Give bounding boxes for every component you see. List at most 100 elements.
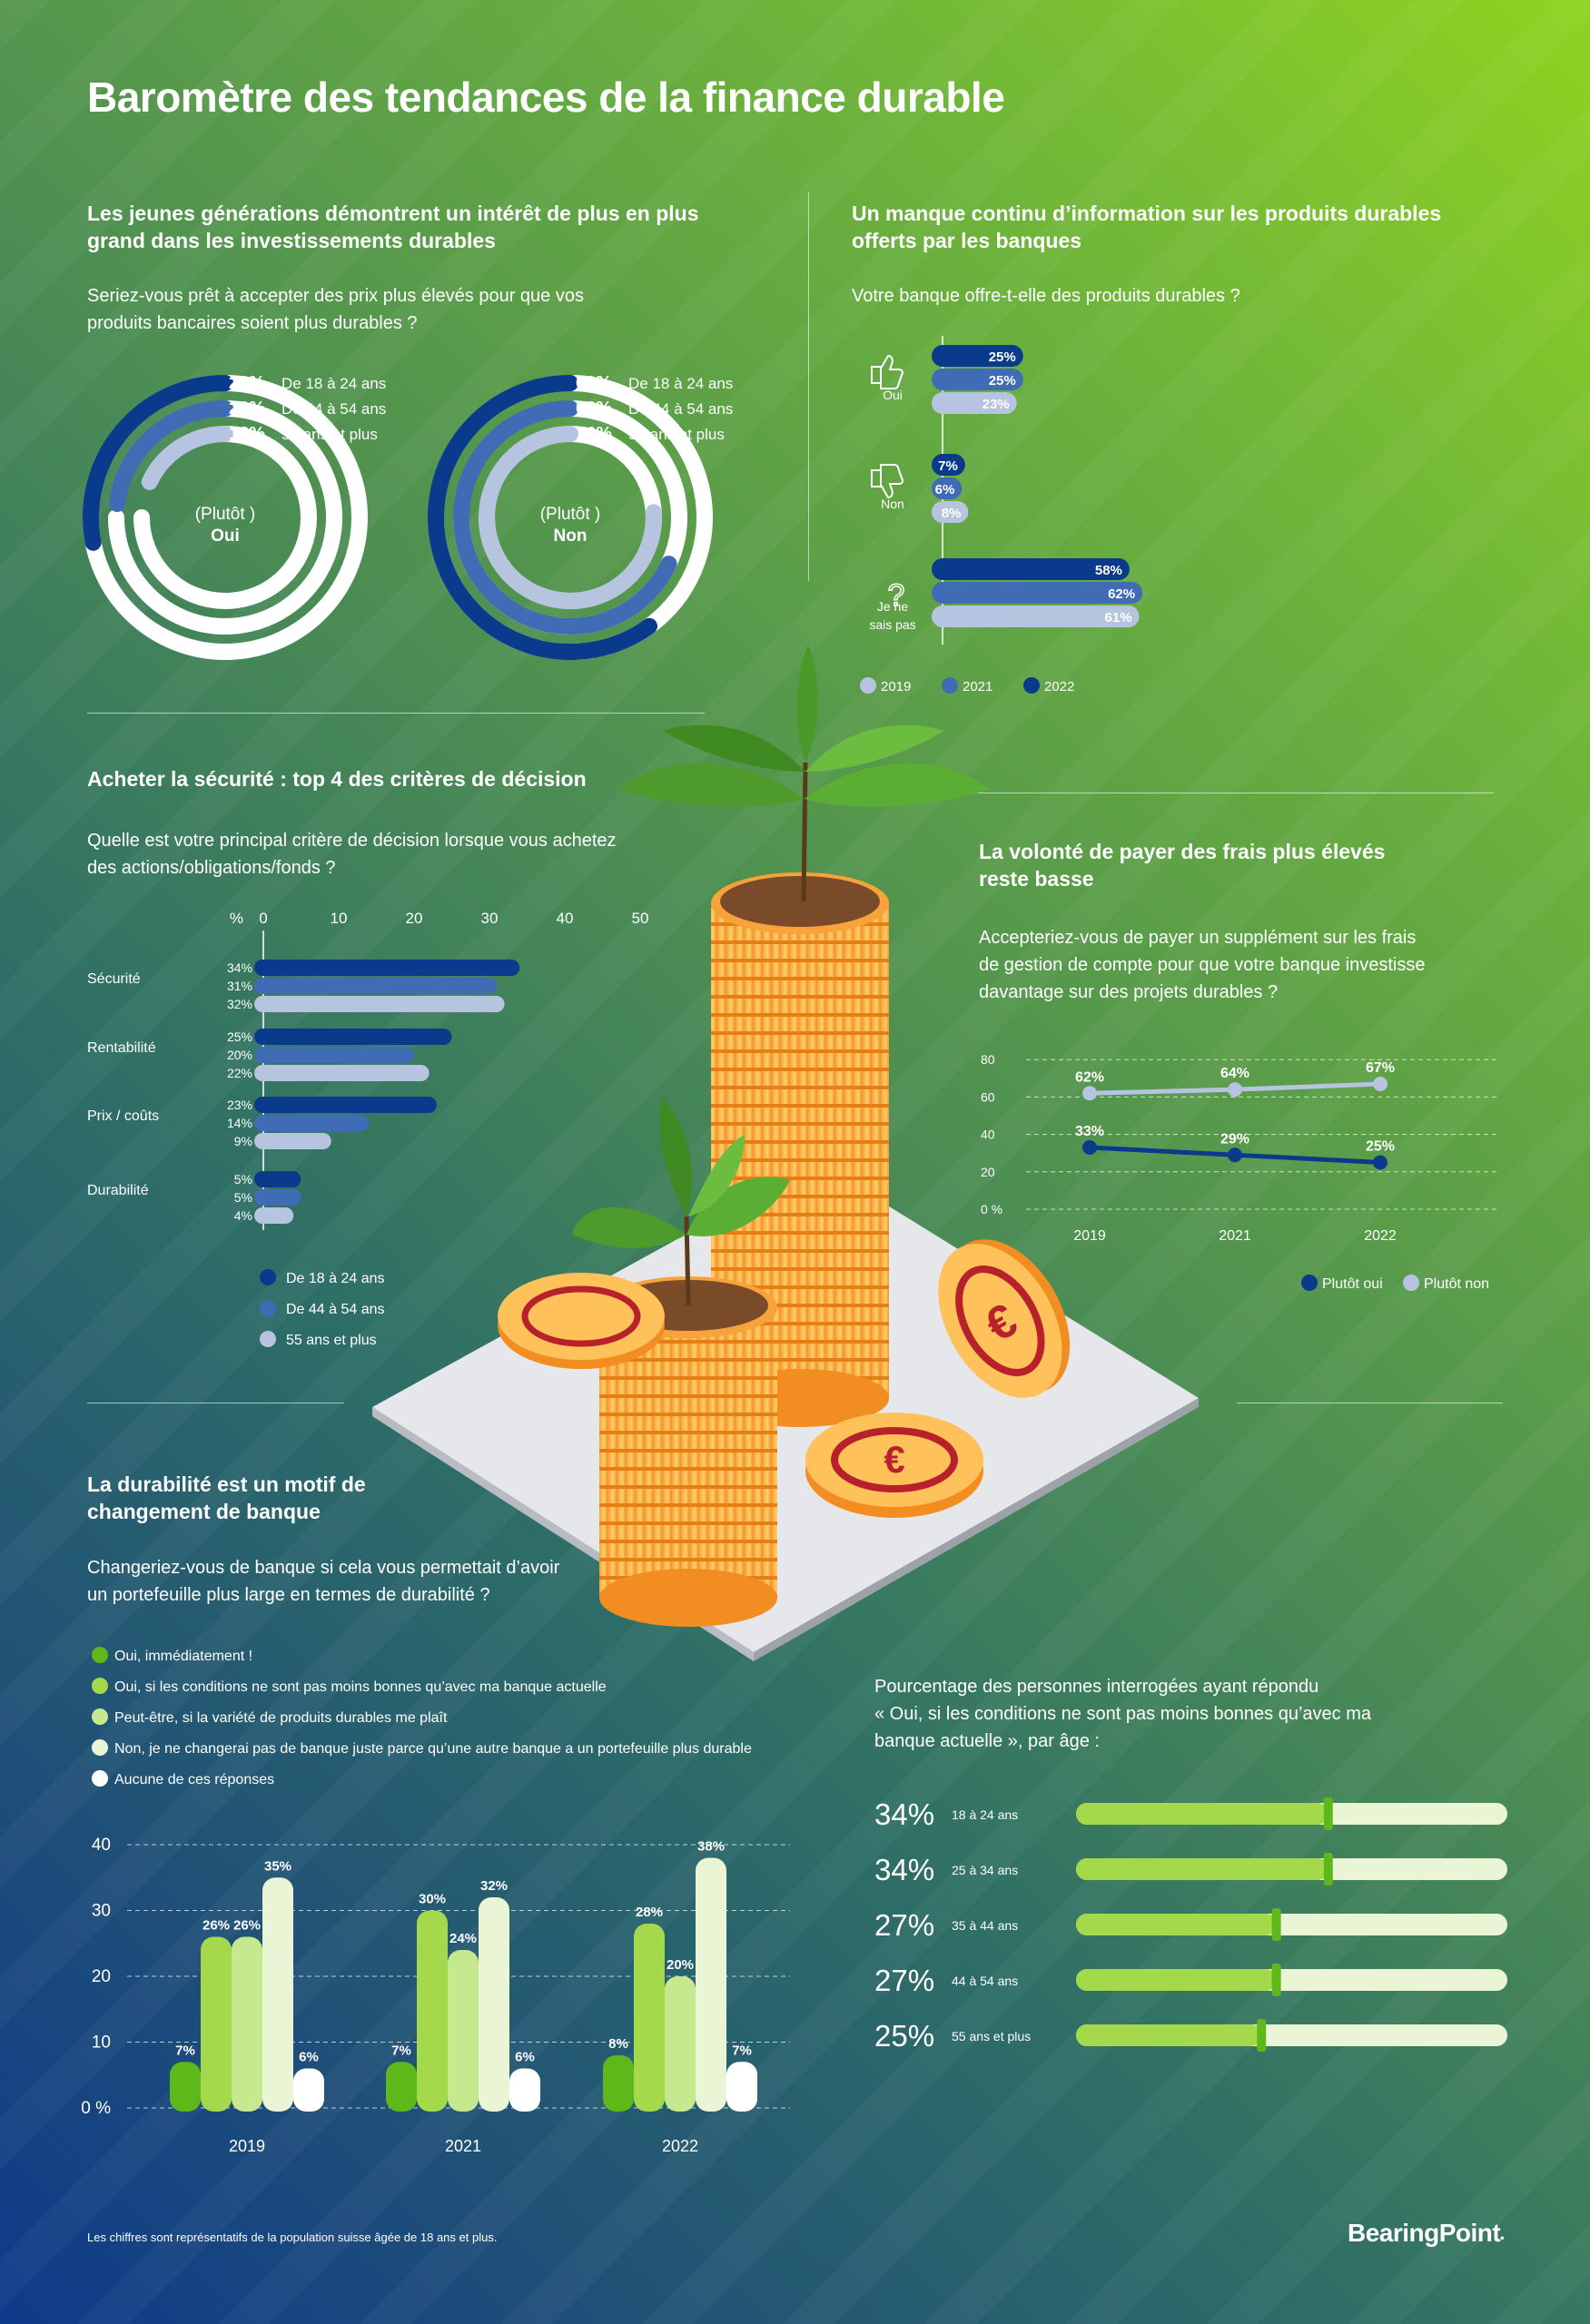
footer-note: Les chiffres sont représentatifs de la p… [87,2230,498,2244]
radial-value-label: 76% [576,424,612,444]
radial-value-label: 68% [576,399,612,419]
slider-fill [1076,1914,1277,1935]
x-tick-label: 2019 [1073,1228,1106,1244]
data-point [1082,1140,1097,1156]
bar-value-label: 7% [938,458,958,474]
bar [932,501,969,523]
bar [254,1189,301,1206]
leaf [686,1177,790,1236]
legend-label: De 44 à 54 ans [286,1302,385,1317]
age-slider-chart: 34% 18 à 24 ans 34% 25 à 34 ans 27% 35 à 44 a… [874,1797,1507,2053]
x-tick-label: 2019 [229,2137,265,2155]
bar [932,369,1023,390]
section6-heading-line1: Pourcentage des personnes interrogées ay… [874,1677,1319,1697]
radial-center-label: Oui [211,527,240,546]
section1-heading-line2: grand dans les investissements durables [87,229,496,252]
radial-chart-non: 60% De 18 à 24 ans 68% De 44 à 54 ans 76% 55 … [428,373,733,660]
coin-bottom: € [805,1413,983,1518]
legend-marker [860,677,876,694]
data-label: 64% [1220,1066,1249,1081]
coin-standing: € [938,1239,1071,1398]
category-label: Prix / coûts [87,1108,159,1124]
section3-question-line2: des actions/obligations/fonds ? [87,858,336,878]
bar [479,1897,509,2112]
section2-heading-line1: Un manque continu d’information sur les … [852,202,1442,225]
legend-marker [92,1739,108,1756]
x-tick-label: 40 [557,910,574,927]
y-tick-label: 80 [981,1052,995,1067]
data-point [1373,1155,1388,1170]
radial-value-label: 60% [576,373,612,393]
data-label: 62% [1075,1069,1104,1085]
section1-question: Seriez-vous prêt à accepter des prix plu… [87,282,584,337]
bar [254,1097,437,1113]
bar [448,1950,479,2112]
legend-label: Non, je ne changerai pas de banque juste… [114,1741,752,1757]
radial-value-label: 28% [229,373,265,393]
bar-value-label: 25% [989,350,1016,365]
x-tick-label: 10 [331,910,348,927]
bar-value-label: 24% [449,1931,477,1946]
section4-heading: La volonté de payer des frais plus élevé… [979,838,1385,892]
bar-value-label: 14% [227,1116,252,1130]
bar [254,978,498,994]
logo-text: BearingPoint [1348,2219,1501,2247]
bar [696,1857,726,2112]
radial-arc [83,375,233,551]
bar [254,1115,370,1131]
bar [932,582,1143,604]
bar-value-label: 28% [636,1905,663,1920]
x-tick-label: 0 [259,910,267,927]
section2-heading: Un manque continu d’information sur les … [852,200,1441,254]
slider-fill [1076,1969,1277,1991]
radial-arc [428,375,657,660]
bar-value-label: 20% [227,1048,252,1062]
category-label: Oui [883,388,903,402]
bar-value-label: 7% [391,2043,411,2058]
legend-label: 55 ans et plus [286,1333,377,1348]
divider-horizontal [87,713,705,714]
bar-value-label: 6% [935,482,955,497]
axis-unit: % [230,910,243,927]
legend-marker [92,1647,108,1663]
radial-series-label: 55 ans et plus [628,426,725,443]
bar-value-label: 26% [202,1918,230,1934]
bar-value-label: 30% [419,1892,446,1907]
category-label: Durabilité [87,1183,149,1198]
legend-label: Oui, immédiatement ! [114,1649,252,1664]
bar [254,1171,301,1187]
radial-arc [453,400,677,635]
legend-marker [1301,1275,1318,1291]
bar-value-label: 26% [233,1918,261,1934]
radial-arc [108,400,233,512]
section5-heading-line1: La durabilité est un motif de [87,1472,366,1496]
stem [801,762,808,902]
slider-fill [1076,1858,1328,1880]
bar-value-label: 31% [227,979,252,993]
section4-question-line2: de gestion de compte pour que votre banq… [979,955,1426,975]
x-tick-label: 2021 [1219,1228,1251,1244]
legend-label: 2019 [881,679,911,694]
bar-value-label: 25% [227,1029,252,1044]
bar [932,454,965,476]
legend-marker [92,1678,108,1694]
divider-vertical [808,192,809,581]
bar-value-label: 34% [227,960,252,975]
section1-heading: Les jeunes générations démontrent un int… [87,200,699,254]
bar-value-label: 4% [234,1208,252,1223]
section2-heading-line2: offerts par les banques [852,229,1082,252]
bar-value-label: 61% [1105,610,1132,625]
bar-value-label: 35% [264,1858,291,1874]
bar-value-label: 32% [480,1878,508,1894]
thumbs-down-icon [871,464,904,499]
bar [417,1910,448,2112]
coins-plants-illustration: € € [372,645,1199,1661]
radial-value-label: 18% [229,424,265,444]
bar [932,606,1140,627]
bar [254,1133,331,1149]
bar-value-label: 5% [234,1190,252,1205]
bar-value-label: 6% [515,2050,535,2065]
slider-value-label: 34% [874,1853,934,1886]
slider-fill [1076,2024,1262,2046]
radial-center-label: (Plutôt ) [195,505,256,524]
